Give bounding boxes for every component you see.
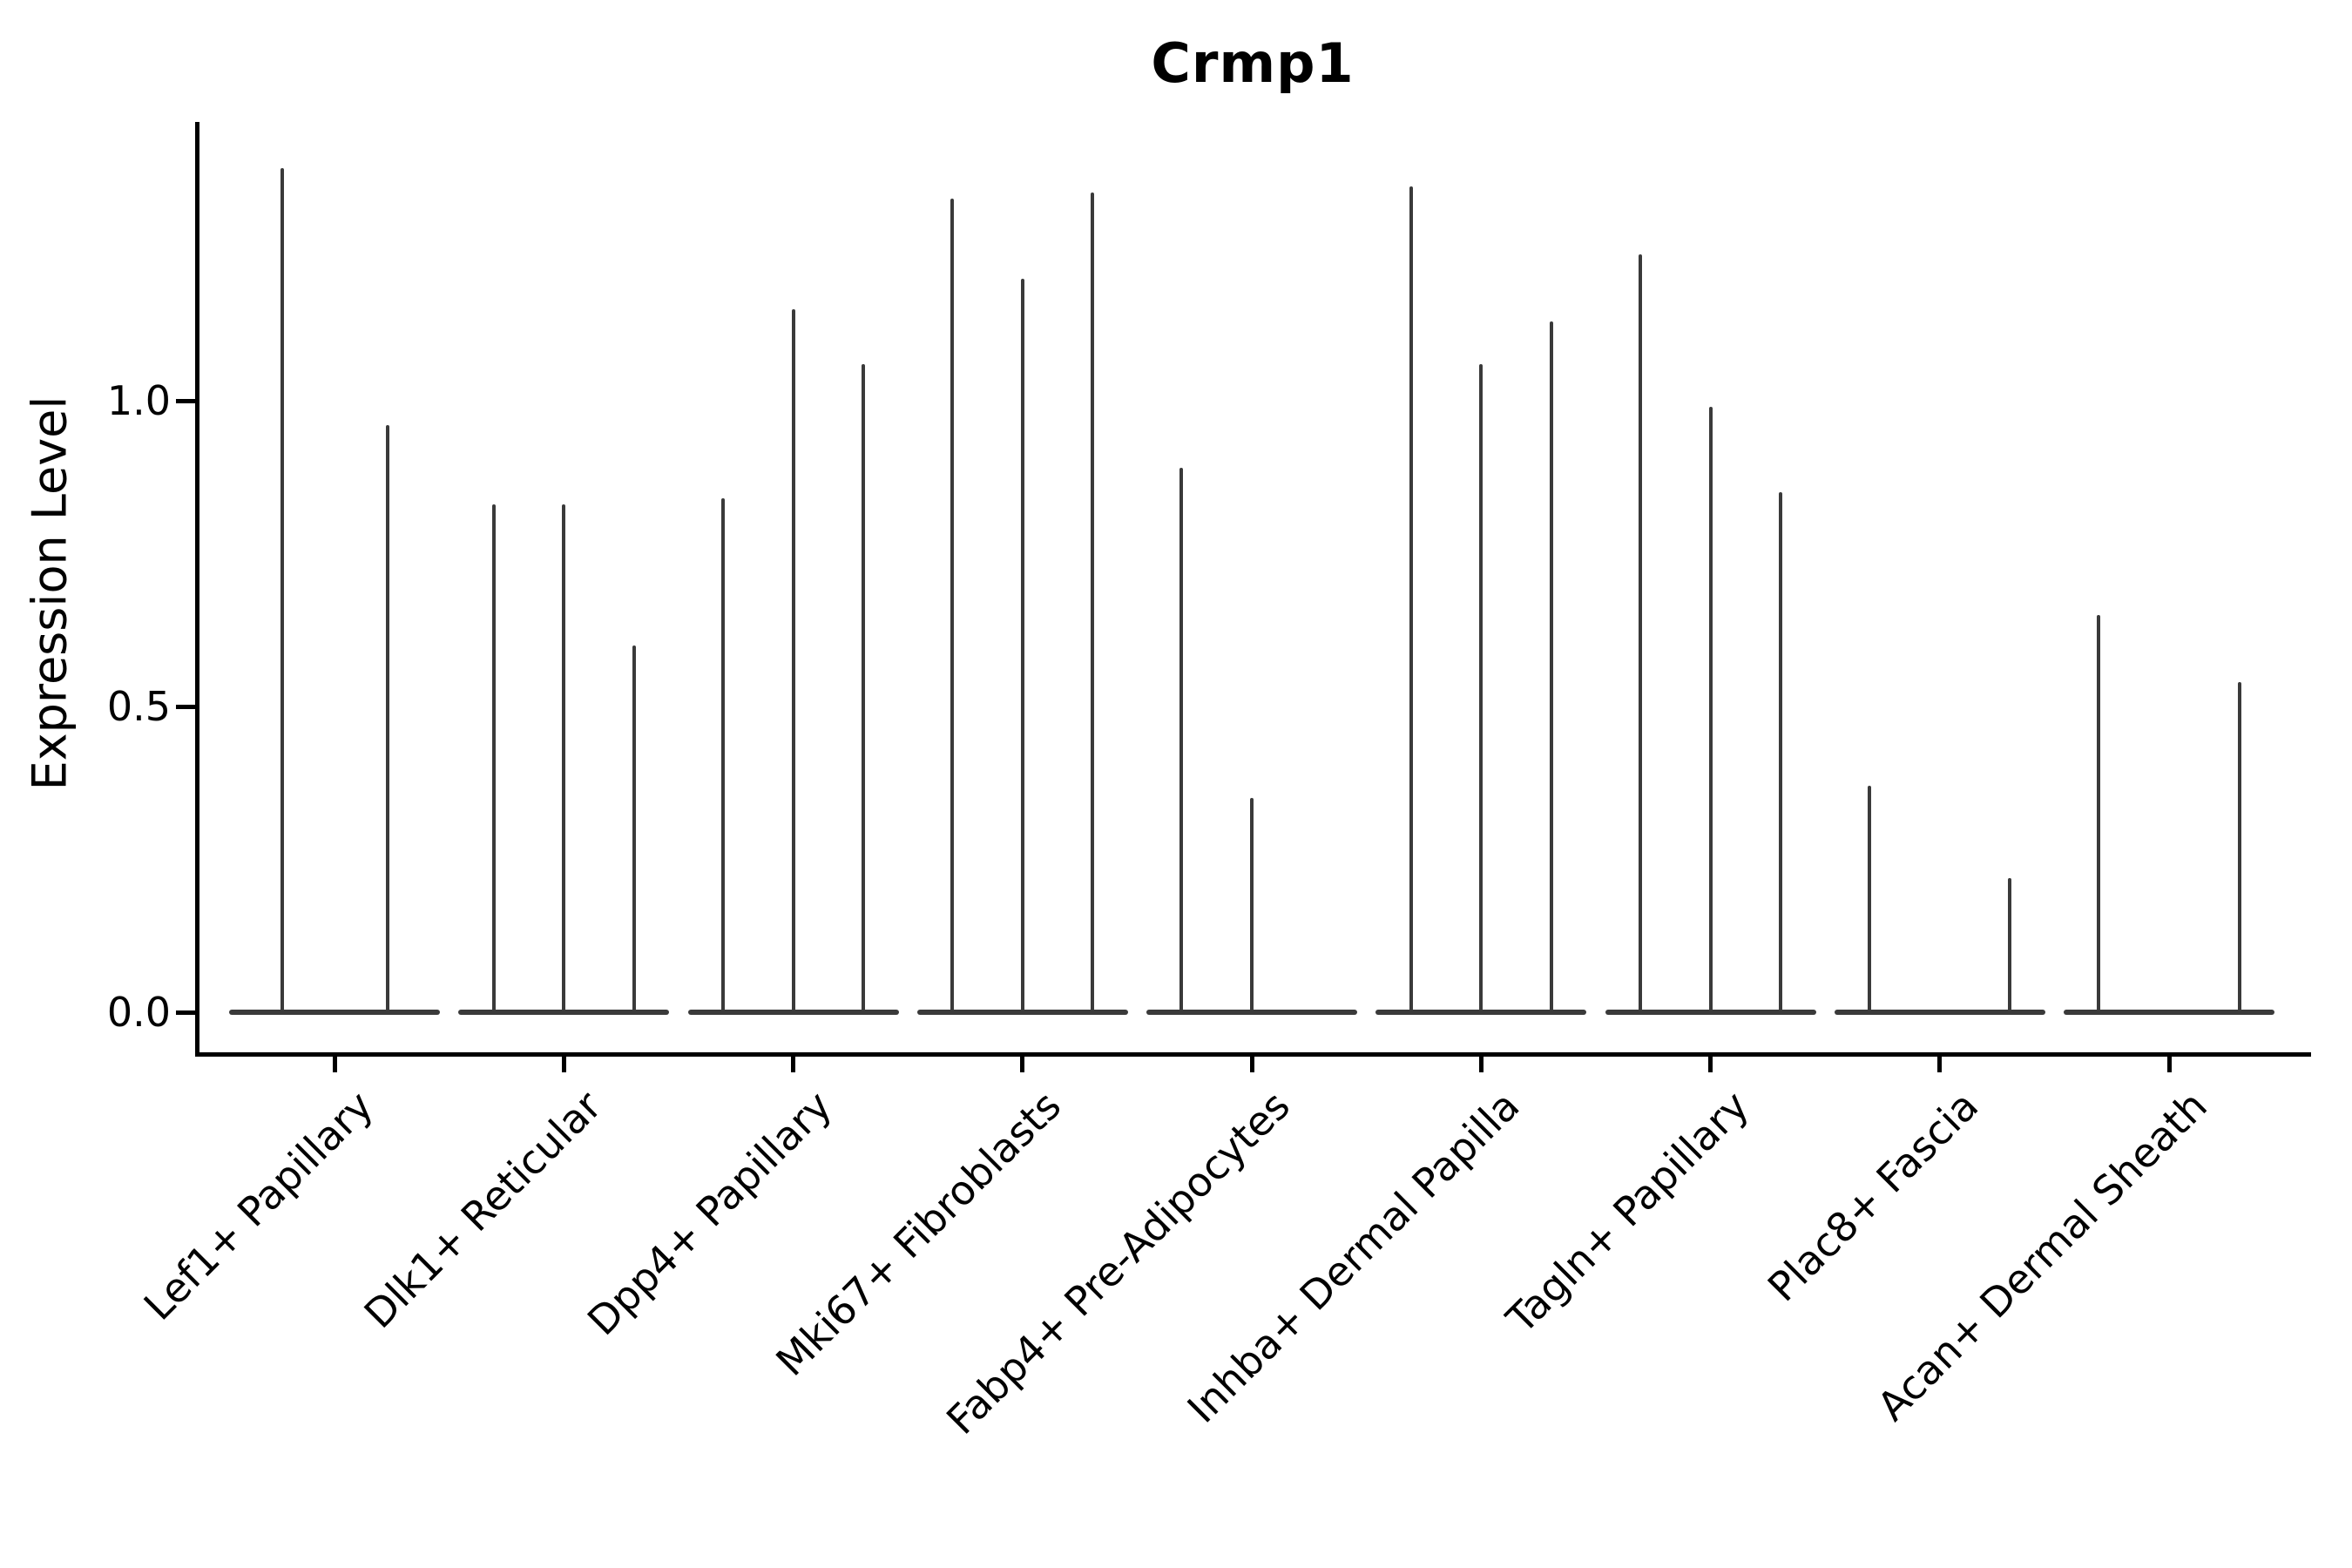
x-tick-mark: [1020, 1057, 1024, 1072]
y-axis-spine: [195, 122, 199, 1057]
violin-spike: [1021, 279, 1024, 1015]
x-axis-spine: [195, 1052, 2311, 1057]
violin-spike: [862, 364, 865, 1015]
violin-spike: [1779, 492, 1782, 1015]
violin-spike: [1179, 468, 1183, 1015]
x-tick-label: Plac8+ Fascia: [1758, 1082, 1988, 1311]
violin-spike: [1409, 186, 1413, 1015]
x-tick-mark: [791, 1057, 795, 1072]
x-tick-mark: [1708, 1057, 1713, 1072]
y-tick-mark: [176, 705, 195, 709]
chart-title: Crmp1: [1151, 31, 1355, 95]
x-tick-mark: [1937, 1057, 1942, 1072]
violin-spike: [632, 645, 636, 1015]
violin-spike: [2238, 682, 2241, 1015]
violin-spike: [492, 504, 496, 1015]
x-tick-label: Dlk1+ Reticular: [355, 1082, 612, 1338]
x-tick-mark: [1479, 1057, 1484, 1072]
x-tick-mark: [333, 1057, 337, 1072]
x-tick-label: Dpp4+ Papillary: [578, 1082, 841, 1345]
violin-baseline: [229, 1010, 440, 1015]
violin-spike: [2008, 878, 2011, 1015]
y-tick-mark: [176, 399, 195, 403]
violin-spike: [1639, 254, 1642, 1015]
y-tick-label: 1.0: [106, 377, 171, 424]
x-tick-mark: [1250, 1057, 1254, 1072]
y-tick-mark: [176, 1010, 195, 1015]
violin-spike: [1250, 798, 1254, 1015]
violin-spike: [280, 168, 284, 1015]
violin-spike: [1868, 786, 1871, 1015]
x-tick-mark: [2167, 1057, 2172, 1072]
violin-spike: [1479, 364, 1483, 1015]
violin-baseline: [2064, 1010, 2274, 1015]
violin-baseline: [1835, 1010, 2045, 1015]
x-tick-mark: [562, 1057, 566, 1072]
violin-spike: [386, 425, 389, 1015]
violin-spike: [1709, 407, 1713, 1015]
y-tick-label: 0.5: [106, 683, 171, 730]
x-tick-label: Lef1+ Papillary: [134, 1082, 382, 1329]
violin-spike: [1091, 193, 1094, 1015]
violin-spike: [2097, 615, 2100, 1015]
x-tick-label: Tagln+ Papillary: [1497, 1082, 1759, 1342]
y-tick-label: 0.0: [106, 989, 171, 1036]
violin-spike: [721, 498, 725, 1015]
violin-spike: [950, 199, 954, 1015]
violin-spike: [1550, 321, 1553, 1015]
violin-spike: [562, 504, 565, 1015]
violin-spike: [792, 309, 795, 1015]
